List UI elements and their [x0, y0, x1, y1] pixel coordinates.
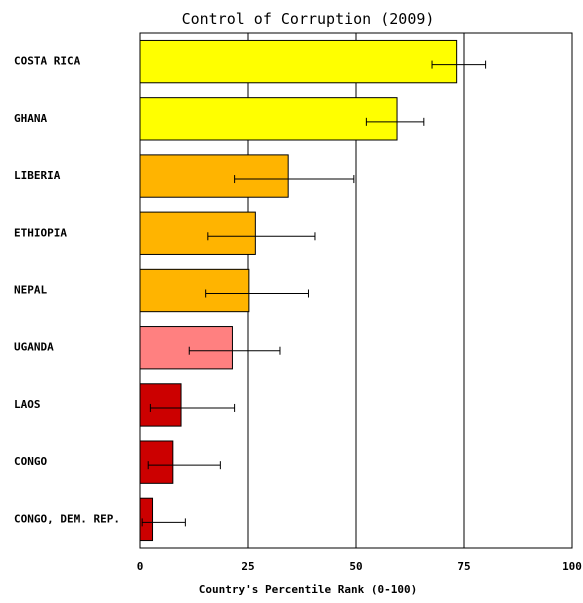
bar [139, 39, 458, 84]
error-bar [431, 60, 487, 69]
x-tick-label: 50 [349, 560, 362, 573]
error-bar [141, 518, 186, 527]
category-label: ETHIOPIA [14, 226, 67, 239]
x-tick-label: 0 [137, 560, 144, 573]
error-bars [141, 60, 487, 527]
category-label: LAOS [14, 398, 41, 411]
category-label: CONGO, DEM. REP. [14, 512, 120, 525]
error-bar [205, 289, 309, 298]
category-label: COSTA RICA [14, 55, 81, 68]
category-label: UGANDA [14, 341, 54, 354]
bar [139, 268, 250, 313]
x-tick-label: 25 [241, 560, 254, 573]
x-tick-label: 100 [562, 560, 582, 573]
bar [139, 211, 256, 255]
category-label: CONGO [14, 455, 47, 468]
error-bar [234, 175, 355, 184]
bar [139, 154, 289, 198]
bar [139, 383, 182, 427]
plot-frame [139, 32, 573, 549]
bar [139, 440, 174, 484]
category-label: LIBERIA [14, 169, 61, 182]
category-labels: COSTA RICA GHANA LIBERIA ETHIOPIA NEPAL UGAND… [14, 55, 120, 526]
x-tick-labels: 0 25 50 75 100 [137, 560, 582, 573]
bar [139, 97, 398, 141]
error-bar [147, 461, 221, 470]
error-bar [207, 232, 316, 241]
chart-title: Control of Corruption (2009) [182, 10, 435, 28]
error-bar [188, 346, 281, 355]
category-label: NEPAL [14, 284, 47, 297]
error-bar [149, 403, 236, 412]
bars [139, 39, 458, 542]
category-label: GHANA [14, 112, 47, 125]
x-tick-label: 75 [457, 560, 470, 573]
bar [139, 326, 233, 370]
error-bar [365, 117, 425, 126]
x-axis-label: Country's Percentile Rank (0-100) [199, 583, 418, 596]
